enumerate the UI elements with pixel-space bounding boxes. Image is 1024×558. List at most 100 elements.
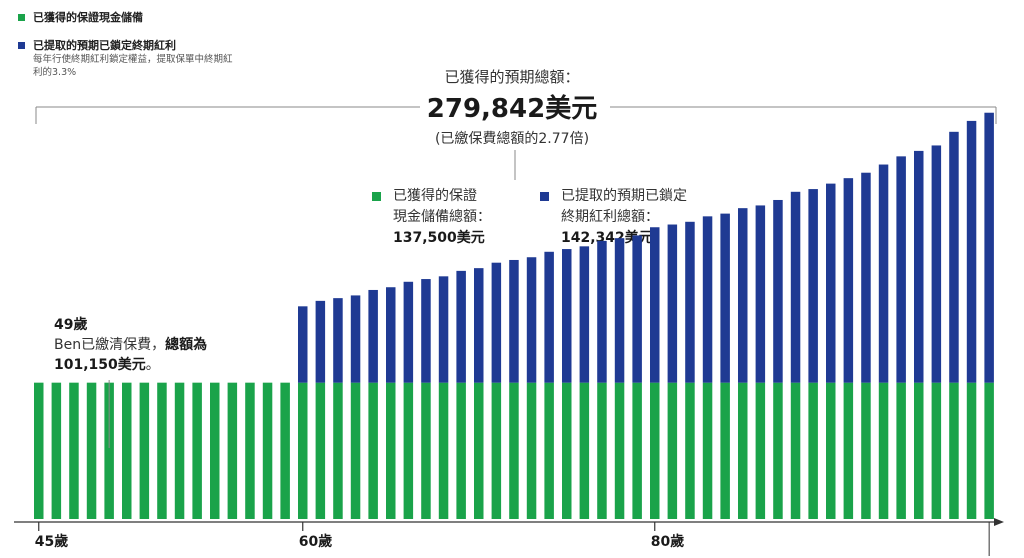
bar-bonus [808,189,818,383]
bar-guaranteed [896,382,906,519]
total-value: 279,842美元 [0,88,1024,125]
bar-bonus [597,240,607,383]
bar-guaranteed [702,382,713,519]
bar-bonus [614,238,625,383]
total-caption: 已獲得的預期總額： [444,68,580,86]
bar-guaranteed [790,382,801,519]
bar-bonus [861,172,871,383]
bar-guaranteed [386,382,396,519]
bar-guaranteed [210,382,220,519]
x-axis: 45歲 60歲 80歲 [14,380,1004,556]
bar-bonus [456,270,466,383]
bar-bonus [755,205,766,383]
annotation-age: 49歲 [54,317,88,333]
bar-guaranteed [333,382,343,519]
bar-guaranteed [826,382,836,519]
bar-bonus [526,257,537,383]
bar-guaranteed [597,382,607,519]
annotation-end: 。 [145,357,160,373]
bar-guaranteed [350,382,361,519]
x-axis-arrow [994,518,1004,526]
bar-guaranteed [298,382,308,519]
bar-bonus [421,279,431,383]
bar-guaranteed [738,382,748,519]
bar-guaranteed [227,382,238,519]
bar-bonus [667,224,678,383]
total-value-text: 279,842美元 [414,94,610,124]
x-tick-label: 80歲 [651,533,684,550]
bar-bonus [403,281,414,383]
bar-guaranteed [931,382,942,519]
bar-bonus [685,221,695,383]
annotation-bold: 總額為 [165,337,208,353]
bar-guaranteed [509,382,519,519]
bar-guaranteed [438,382,449,519]
bar-guaranteed [456,382,466,519]
bar-guaranteed [315,382,326,519]
total-subtitle: (已繳保費總額的2.77倍) [434,131,590,147]
bars-group [34,112,994,519]
total-bracket [35,106,997,180]
bar-bonus [702,216,713,383]
bar-guaranteed [667,382,678,519]
bar-guaranteed [104,382,114,519]
bar-bonus [438,276,449,383]
bar-bonus [368,289,378,383]
bar-bonus [896,156,906,383]
bar-guaranteed [720,382,730,519]
bar-guaranteed [966,382,977,519]
breakdown-guaranteed: 已獲得的保證 現金儲備總額： 137,500美元 [372,186,491,249]
legend-swatch-green [18,14,25,21]
bar-guaranteed [474,382,484,519]
bar-bonus [544,251,554,383]
bar-guaranteed [843,382,854,519]
bar-bonus [738,208,748,383]
bar-guaranteed [262,382,273,519]
legend-swatch-blue [18,42,25,49]
bar-bonus [298,306,308,383]
bar-bonus [914,150,924,383]
bar-guaranteed [773,382,783,519]
annotation-amount: 101,150美元 [54,357,146,373]
bar-bonus [843,178,854,383]
breakdown-swatch-green [372,192,381,201]
breakdown-guaranteed-value: 137,500美元 [393,230,485,246]
bar-guaranteed [421,382,431,519]
breakdown-bonus-line2: 終期紅利總額： [561,209,659,225]
breakdown-swatch-blue [540,192,549,201]
bar-guaranteed [51,382,62,519]
bar-guaranteed [579,382,590,519]
bar-bonus [579,246,590,383]
x-tick-label: 45歲 [35,533,68,550]
bar-bonus [984,112,994,383]
bar-bonus [509,259,519,383]
bar-guaranteed [368,382,378,519]
breakdown-guaranteed-line2: 現金儲備總額： [393,209,491,225]
legend-label: 已獲得的保證現金儲備 [33,11,143,24]
bar-guaranteed [544,382,554,519]
bar-guaranteed [192,382,202,519]
bar-guaranteed [245,382,255,519]
bar-guaranteed [174,382,185,519]
breakdown-bonus-line1: 已提取的預期已鎖定 [561,188,687,204]
bar-guaranteed [808,382,818,519]
bar-guaranteed [491,382,502,519]
bar-bonus [333,298,343,383]
bar-guaranteed [614,382,625,519]
bar-guaranteed [562,382,572,519]
bar-guaranteed [949,382,959,519]
bar-bonus [474,268,484,383]
bar-bonus [632,235,642,383]
legend-item-guaranteed: 已獲得的保證現金儲備 [18,10,143,25]
bar-bonus [491,262,502,383]
bar-guaranteed [878,382,889,519]
bar-guaranteed [526,382,537,519]
annotation-text: Ben已繳清保費， [54,337,166,353]
bar-guaranteed [403,382,414,519]
bar-guaranteed [650,382,660,519]
bar-bonus [650,227,660,383]
bar-guaranteed [685,382,695,519]
breakdown-bonus-value: 142,342美元 [561,230,653,246]
bar-bonus [773,199,783,383]
